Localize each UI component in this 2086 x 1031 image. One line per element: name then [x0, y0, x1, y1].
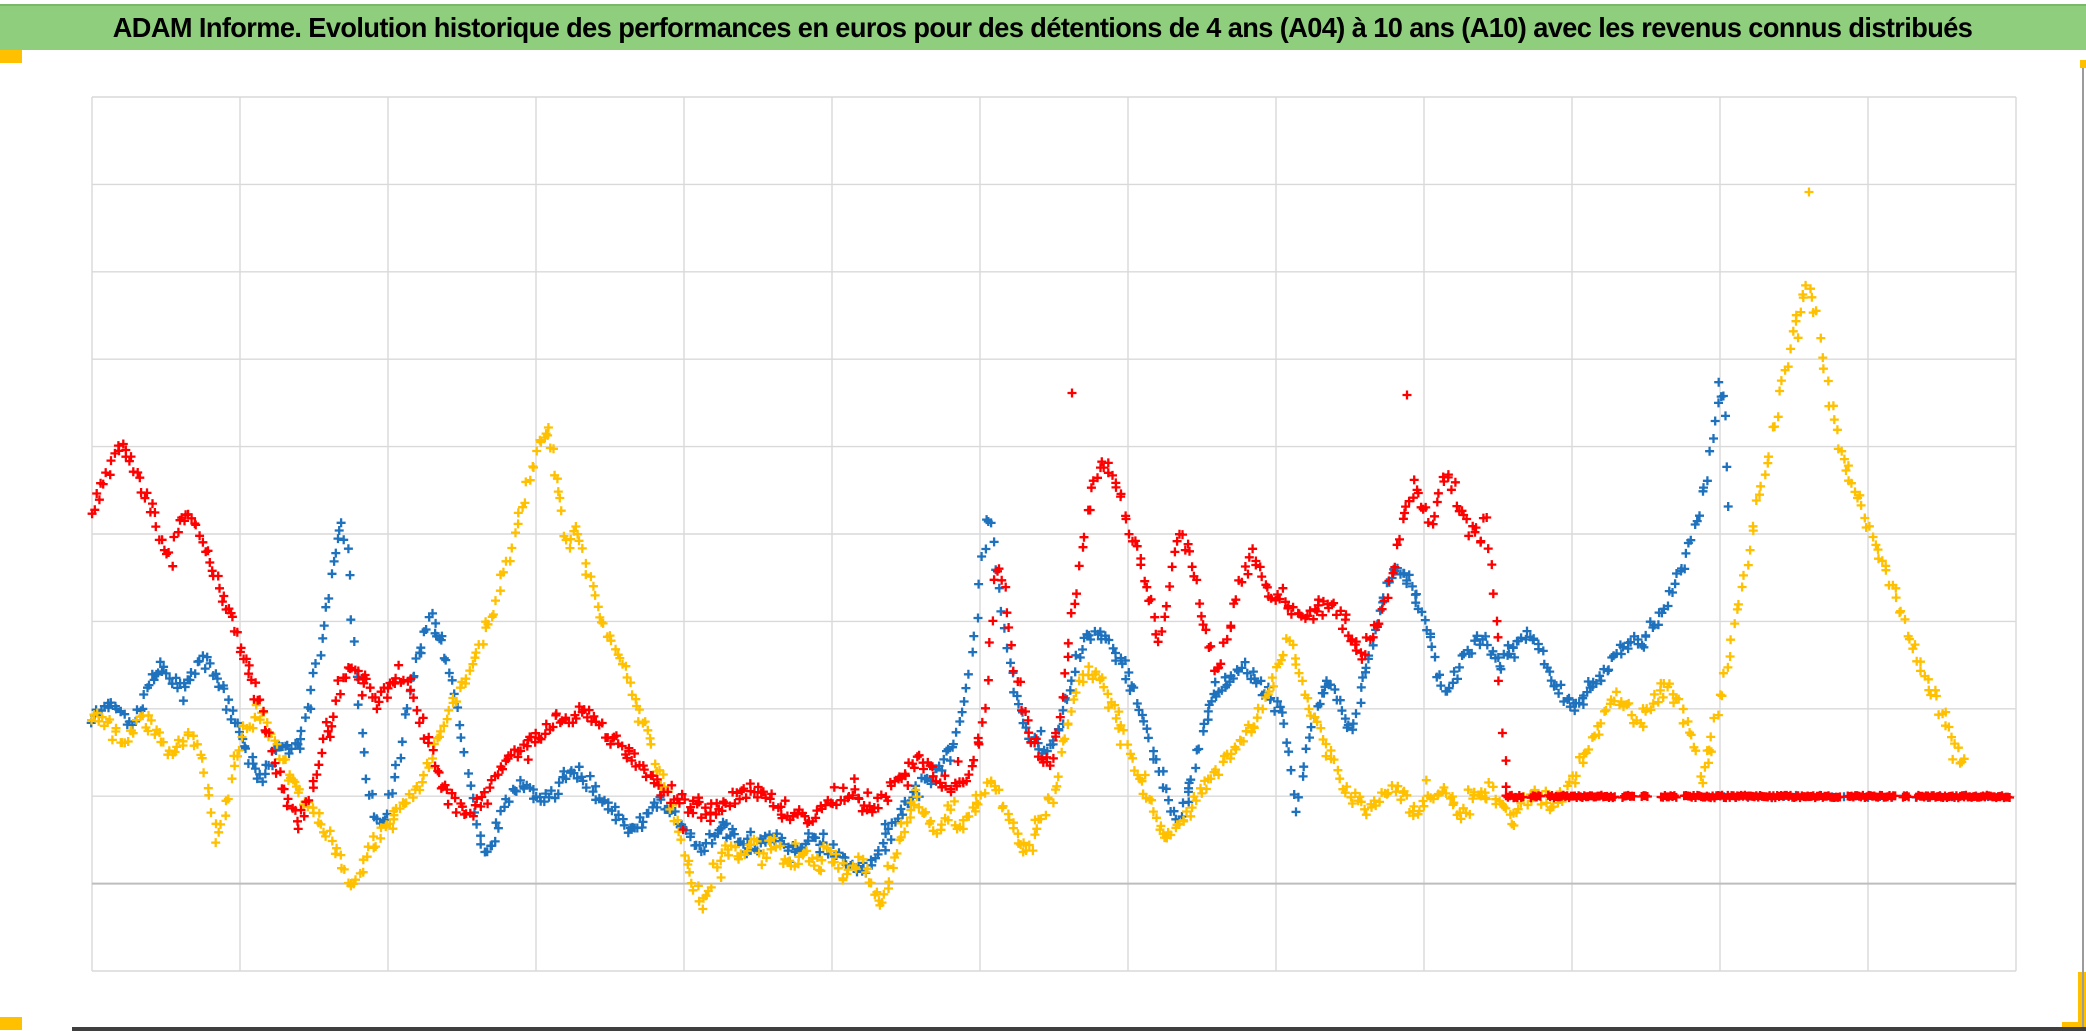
corner-mark-top-right	[2080, 60, 2086, 68]
corner-mark-bottom-right-horizontal	[2062, 1022, 2086, 1031]
page-title: ADAM Informe. Evolution historique des p…	[113, 12, 1973, 43]
corner-mark-bottom-left	[0, 1017, 22, 1030]
gold-series-points	[87, 187, 1969, 914]
title-bar: ADAM Informe. Evolution historique des p…	[0, 4, 2086, 50]
scatter-chart-object[interactable]	[0, 56, 2086, 1031]
right-edge-line	[2082, 68, 2084, 1031]
corner-mark-top-left	[0, 50, 22, 63]
bottom-edge-bar	[72, 1027, 2086, 1031]
blue-series-points	[86, 377, 2005, 878]
gridlines	[91, 96, 2017, 972]
red-series-points	[87, 388, 2015, 835]
